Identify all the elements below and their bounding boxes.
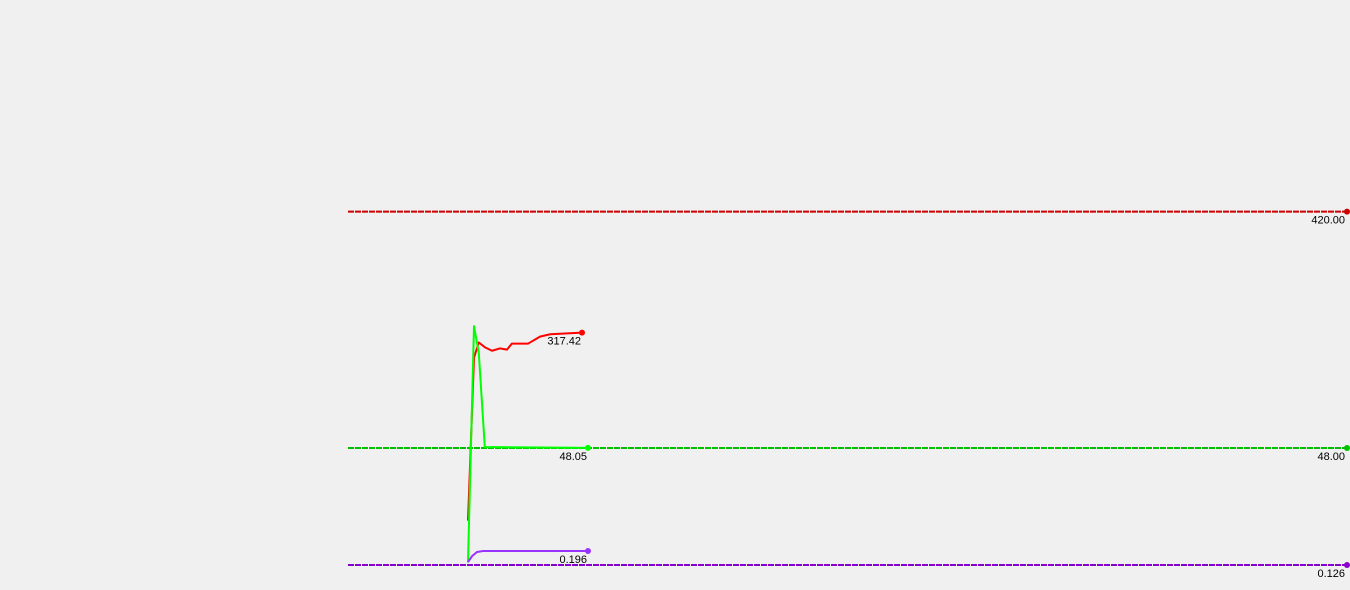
red-series-line xyxy=(467,331,583,521)
purple-current-marker xyxy=(585,548,591,554)
green-target-marker xyxy=(1344,445,1350,451)
red-current-label: 317.42 xyxy=(547,336,581,348)
green-target-label: 48.00 xyxy=(1317,451,1345,463)
green-current-label: 48.05 xyxy=(559,451,587,463)
green-current-marker xyxy=(585,444,591,451)
purple-target-marker xyxy=(1344,562,1350,568)
red-target-label: 420.00 xyxy=(1311,215,1345,227)
purple-target-label: 0.126 xyxy=(1317,568,1345,580)
red-current-marker xyxy=(579,329,585,336)
purple-series-line xyxy=(467,550,588,563)
red-target-marker xyxy=(1344,208,1350,215)
purple-current-label: 0.196 xyxy=(559,554,587,566)
green-series-line xyxy=(467,325,589,563)
